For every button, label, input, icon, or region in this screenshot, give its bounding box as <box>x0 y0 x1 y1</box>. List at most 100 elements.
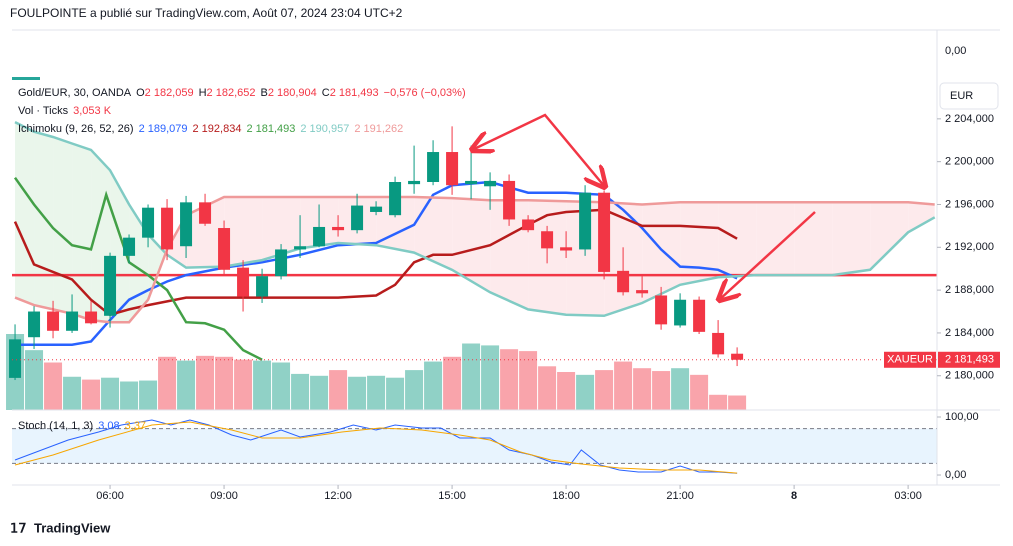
volume-bar <box>329 370 348 410</box>
cloud-fill <box>15 122 35 306</box>
x-tick-label: 21:00 <box>666 490 694 502</box>
cloud-fill <box>870 202 909 270</box>
ichimoku-line <box>14 120 936 318</box>
volume-bar <box>652 371 671 410</box>
cloud-fill <box>53 137 73 314</box>
x-tick-label: 8 <box>791 490 797 502</box>
candle-body <box>28 311 41 338</box>
volume-bar <box>101 377 120 410</box>
candle-body <box>275 249 288 277</box>
candle-body <box>674 299 687 326</box>
candle-body <box>104 255 117 316</box>
y-tick-label: 2 180,000 <box>945 370 994 382</box>
ichimoku-value: 2 192,834 <box>192 123 242 135</box>
legend-row: Ichimoku (9, 26, 52, 26) 2 189,079 2 192,… <box>18 123 403 135</box>
volume-bar <box>367 375 386 410</box>
candle-body <box>655 295 668 325</box>
volume-bar <box>177 360 196 410</box>
candle-body <box>731 353 744 360</box>
stoch-name: Stoch (14, 1, 3) <box>18 420 94 432</box>
ohlc: C2 181,493 <box>322 87 379 99</box>
ohlc: B2 180,904 <box>260 87 316 99</box>
stoch-value: 3,37 <box>124 420 147 432</box>
currency-label: EUR <box>950 90 973 102</box>
arrow-drawing <box>472 113 605 187</box>
ichimoku-line <box>13 208 738 317</box>
symbol-tag <box>884 351 936 368</box>
candle-body <box>427 152 440 182</box>
ohlc-key: O <box>136 87 145 99</box>
volume-bar <box>690 374 709 410</box>
ichimoku-line <box>13 176 263 361</box>
volume-bar <box>671 368 690 410</box>
volume-bar <box>386 377 405 410</box>
volume-bar <box>120 381 139 410</box>
cloud-fill <box>186 196 225 268</box>
cloud-fill <box>224 196 263 267</box>
logo-icon: 𝟣𝟩 <box>10 520 27 535</box>
y-tick-label: 2 200,000 <box>945 156 994 168</box>
candle-body <box>199 202 212 224</box>
legend-row: Stoch (14, 1, 3) 3,08 3,37 <box>18 420 146 432</box>
volume-bar <box>576 374 595 410</box>
legend-row: Vol · Ticks 3,053 K <box>18 105 111 117</box>
volume-bar <box>424 361 443 410</box>
ohlc-value: 2 182,059 <box>144 87 194 99</box>
volume-bar <box>443 356 462 410</box>
toolbar-strip <box>12 77 40 80</box>
candle-body <box>712 332 725 355</box>
volume-bar <box>557 372 576 410</box>
volume-bar <box>25 350 44 410</box>
volume-bar <box>348 376 367 410</box>
volume-bar <box>139 380 158 410</box>
ohlc-key: B <box>260 87 268 99</box>
stoch-value: 3,08 <box>98 420 120 432</box>
volume-bar <box>196 355 215 410</box>
candle-body <box>66 311 79 331</box>
cloud-fill <box>794 202 833 276</box>
volume-bar <box>728 395 747 410</box>
volume-bar <box>215 356 234 410</box>
x-tick-label: 06:00 <box>96 490 124 502</box>
cloud-fill <box>414 196 453 270</box>
ichimoku-line <box>15 180 738 346</box>
candle-body <box>313 226 326 247</box>
price-tag <box>938 351 1000 368</box>
arrow-drawing <box>719 211 816 300</box>
candle-body <box>180 202 193 247</box>
x-tick-label: 12:00 <box>324 490 352 502</box>
volume-bar <box>633 368 652 410</box>
volume-bar <box>291 373 310 410</box>
candle-body <box>47 311 60 331</box>
volume-bar <box>519 351 538 410</box>
y-tick-label: 0,00 <box>945 469 966 481</box>
ichimoku-value: 2 191,262 <box>354 123 404 135</box>
currency-button[interactable] <box>939 82 999 110</box>
candle-body <box>560 247 573 251</box>
cloud-fill <box>72 143 92 321</box>
x-tick-label: 15:00 <box>438 490 466 502</box>
candle-body <box>503 180 516 220</box>
candle-body <box>636 290 649 294</box>
ohlc-value: 2 182,652 <box>206 87 256 99</box>
stoch-line <box>14 419 738 474</box>
volume-bar <box>462 343 481 410</box>
candle-body <box>484 180 497 187</box>
volume-bar <box>253 360 272 410</box>
y-tick-label: 2 188,000 <box>945 284 994 296</box>
cloud-fill <box>756 202 795 276</box>
candle-body <box>85 311 98 324</box>
candle-body <box>332 226 345 231</box>
volume-bar <box>158 356 177 410</box>
candle-body <box>123 237 136 256</box>
y-tick-label: 2 192,000 <box>945 241 994 253</box>
volume-bar <box>481 345 500 410</box>
ohlc-value: 2 181,493 <box>329 87 379 99</box>
header: FOULPOINTE a publié sur TradingView.com,… <box>10 6 403 20</box>
ohlc-key: H <box>198 87 207 99</box>
ichimoku-value: 2 189,079 <box>138 123 188 135</box>
volume-bar <box>500 349 519 410</box>
volume-bar <box>234 359 253 410</box>
stoch-band-fill <box>12 428 937 464</box>
